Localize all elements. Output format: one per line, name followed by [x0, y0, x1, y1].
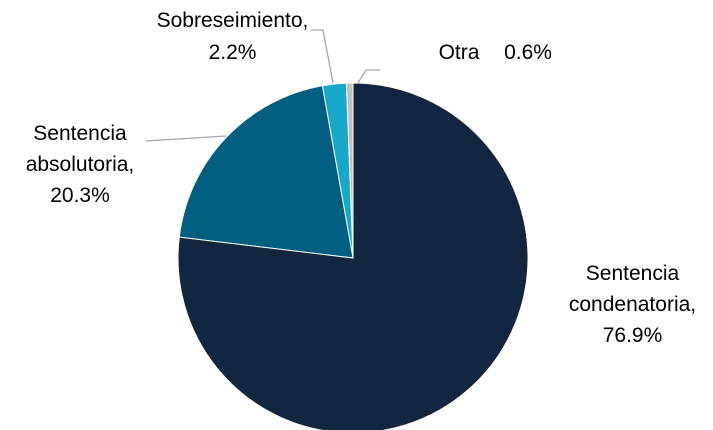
value-label: 76.9%: [602, 324, 663, 347]
category-label: Sobreseimiento,: [156, 9, 309, 32]
pie-slice: [177, 82, 529, 430]
leader-line: [145, 135, 227, 142]
pie-slice: [178, 85, 354, 259]
category-label: Sentencia condenatoria,: [568, 262, 697, 316]
value-label: 0.6%: [504, 41, 552, 64]
leader-line: [311, 29, 334, 84]
category-label: Otra: [438, 41, 480, 64]
value-label: 2.2%: [208, 41, 257, 64]
leader-lines: [145, 29, 380, 142]
leader-line: [357, 69, 380, 84]
value-label: 20.3%: [50, 184, 110, 207]
category-label: Sentencia absolutoria,: [25, 122, 135, 176]
